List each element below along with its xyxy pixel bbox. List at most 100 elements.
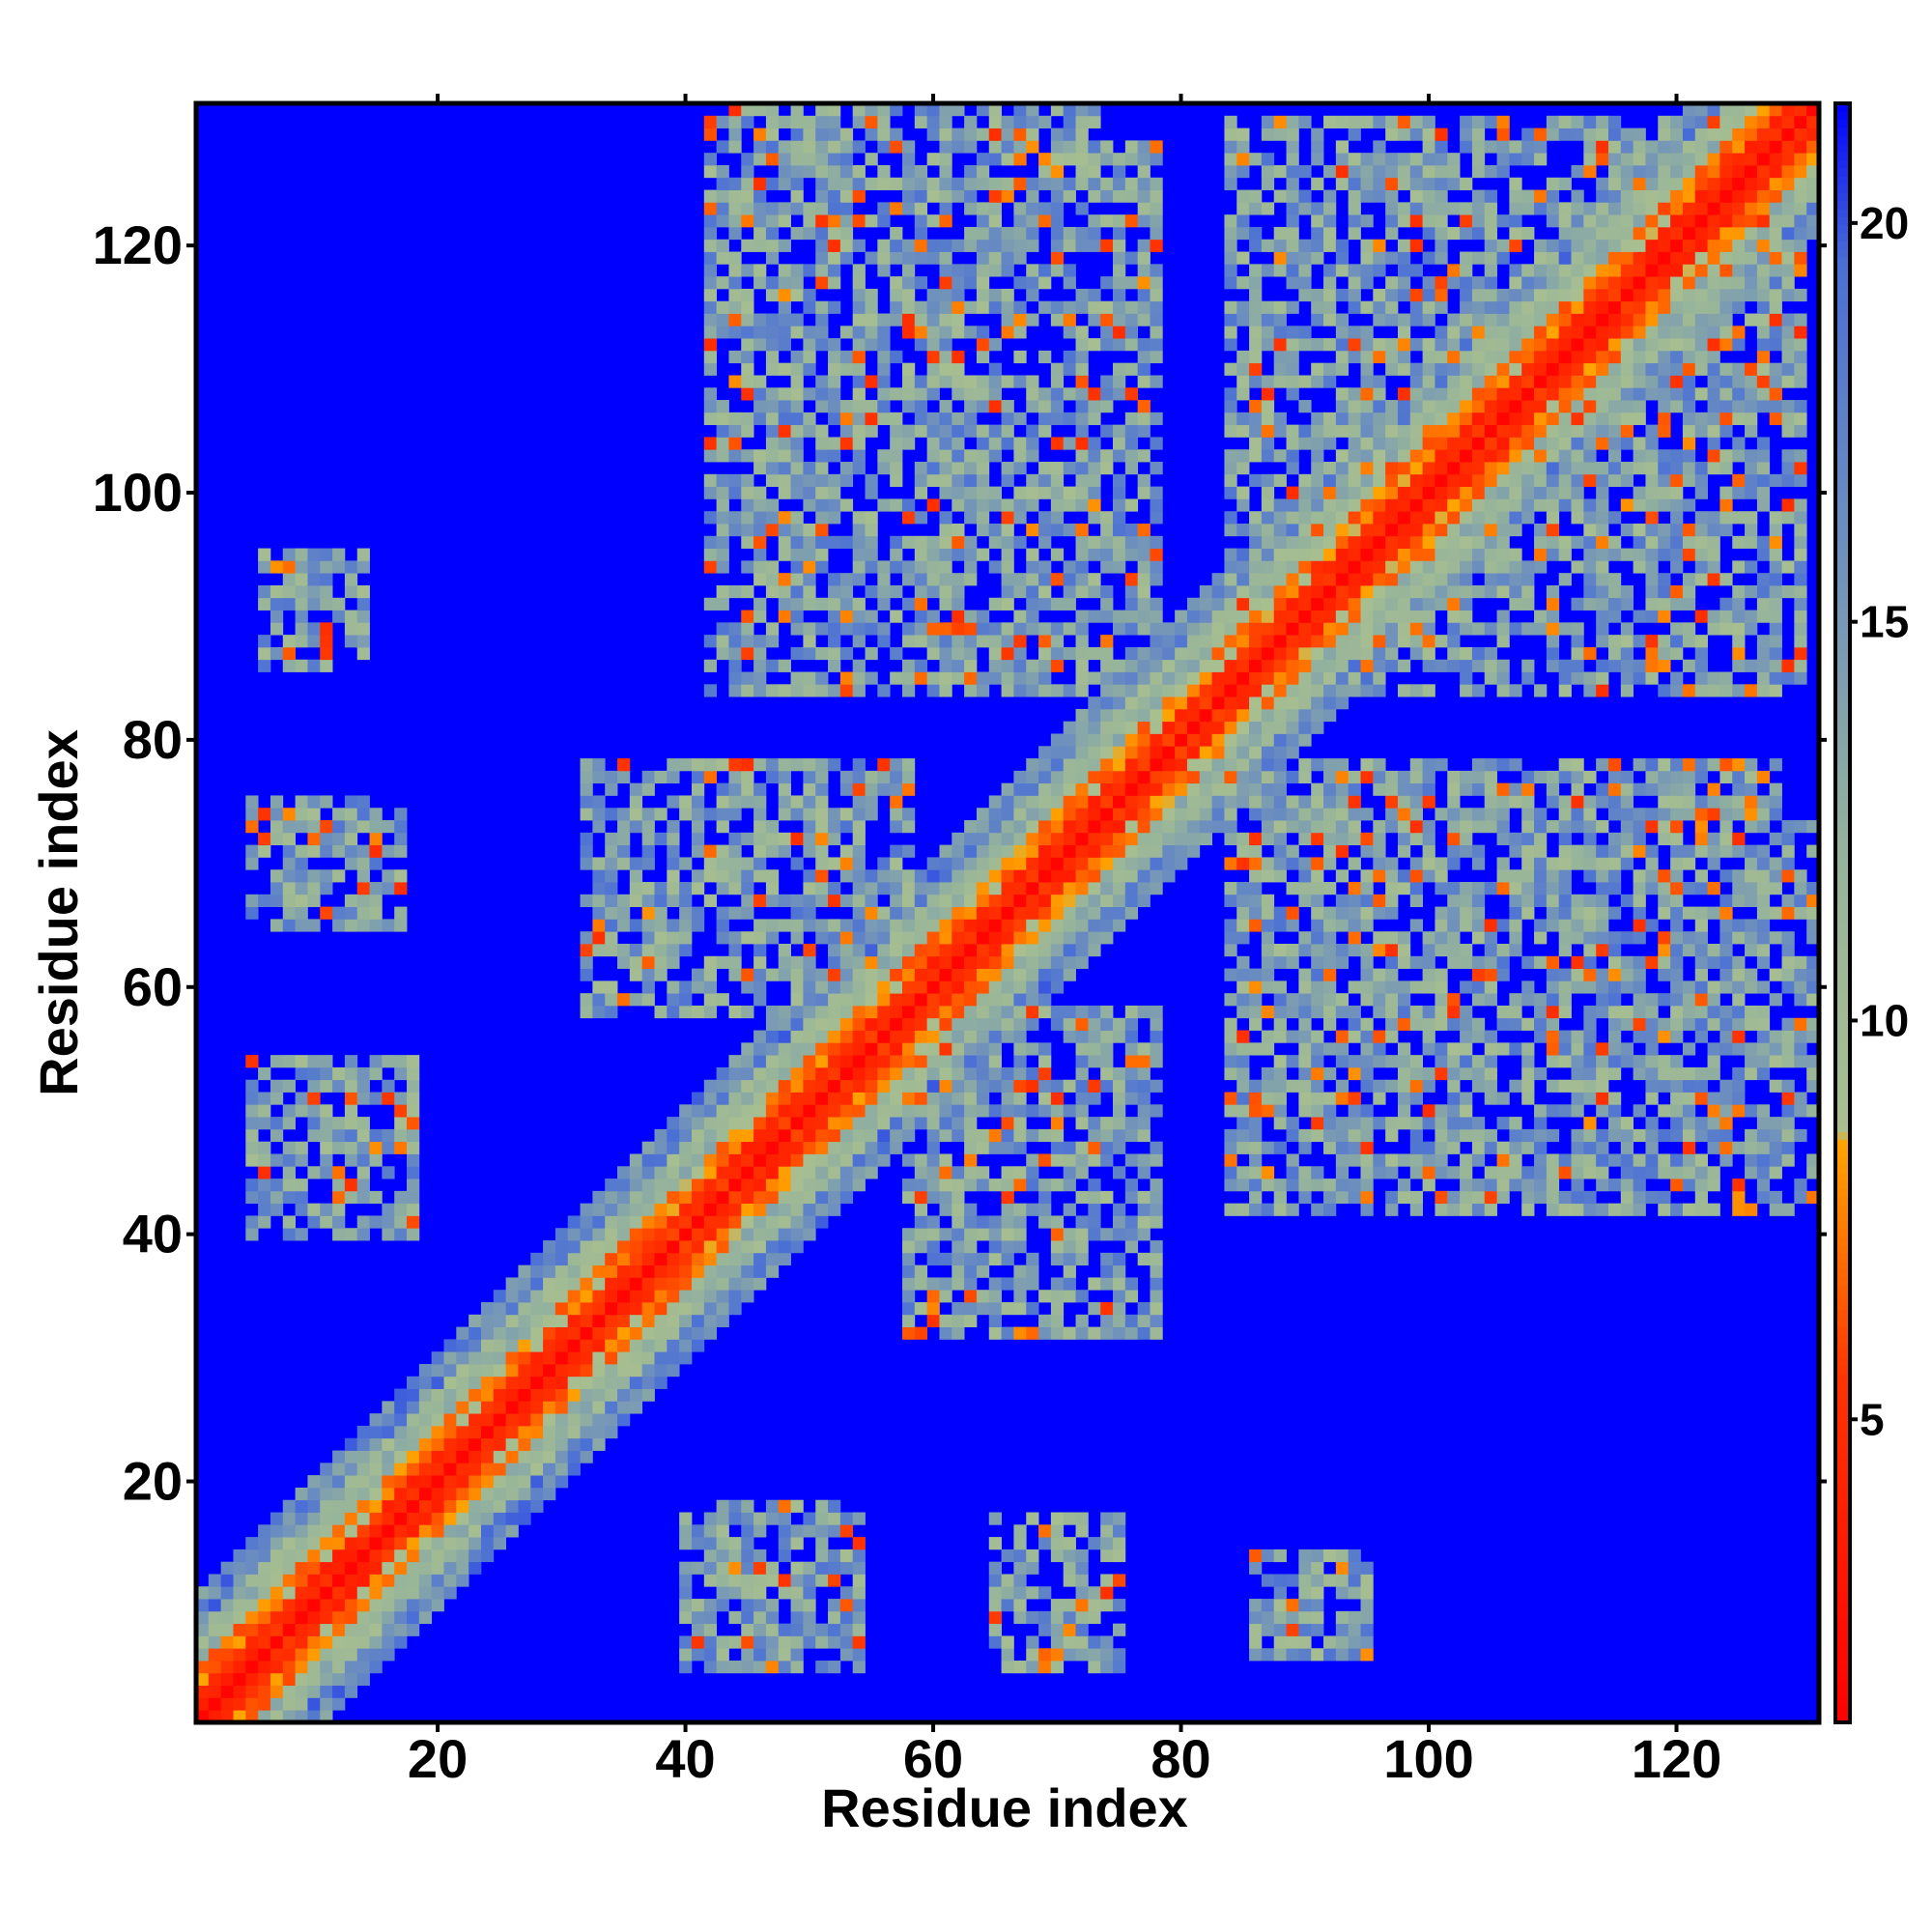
heatmap-cell bbox=[828, 919, 841, 932]
heatmap-cell bbox=[964, 128, 978, 141]
heatmap-cell bbox=[1286, 882, 1299, 895]
heatmap-cell bbox=[1261, 1141, 1275, 1154]
heatmap-cell bbox=[988, 424, 1002, 438]
heatmap-cell bbox=[667, 1166, 680, 1179]
heatmap-cell bbox=[307, 1586, 321, 1600]
heatmap-cell bbox=[580, 770, 593, 784]
heatmap-cell bbox=[1013, 1104, 1027, 1118]
heatmap-cell bbox=[716, 1290, 729, 1303]
heatmap-cell bbox=[1286, 1166, 1299, 1179]
heatmap-cell bbox=[1150, 844, 1163, 858]
heatmap-cell bbox=[1113, 1574, 1126, 1587]
heatmap-cell bbox=[1261, 153, 1275, 166]
heatmap-cell bbox=[1335, 140, 1350, 154]
heatmap-cell bbox=[926, 882, 940, 895]
heatmap-cell bbox=[778, 1648, 791, 1662]
heatmap-cell bbox=[1050, 486, 1065, 499]
heatmap-cell bbox=[1311, 1203, 1324, 1216]
heatmap-cell bbox=[1286, 1599, 1299, 1612]
heatmap-cell bbox=[976, 350, 990, 364]
heatmap-cell bbox=[667, 1314, 680, 1327]
heatmap-cell bbox=[518, 1302, 531, 1316]
heatmap-cell bbox=[901, 300, 916, 314]
heatmap-cell bbox=[1261, 473, 1275, 488]
heatmap-cell bbox=[753, 1512, 767, 1525]
heatmap-cell bbox=[1186, 770, 1201, 784]
heatmap-cell bbox=[815, 684, 829, 697]
heatmap-cell bbox=[1026, 1179, 1039, 1192]
heatmap-cell bbox=[877, 1017, 891, 1031]
heatmap-cell bbox=[617, 1264, 631, 1278]
heatmap-cell bbox=[1224, 993, 1237, 1007]
heatmap-cell bbox=[629, 808, 643, 821]
heatmap-cell bbox=[815, 894, 829, 907]
heatmap-cell bbox=[988, 671, 1002, 685]
heatmap-cell bbox=[382, 1537, 395, 1550]
heatmap-cell bbox=[382, 1166, 395, 1179]
heatmap-cell bbox=[382, 919, 395, 932]
heatmap-cell bbox=[703, 1512, 718, 1525]
heatmap-cell bbox=[493, 1463, 507, 1476]
heatmap-cell bbox=[1286, 449, 1299, 463]
heatmap-cell bbox=[1063, 362, 1076, 376]
heatmap-cell bbox=[976, 1017, 990, 1031]
heatmap-cell bbox=[654, 1179, 668, 1192]
heatmap-cell bbox=[443, 1463, 457, 1476]
heatmap-cell bbox=[1311, 1586, 1324, 1600]
heatmap-cell bbox=[344, 1661, 358, 1674]
heatmap-cell bbox=[1124, 1215, 1139, 1229]
heatmap-cell bbox=[988, 288, 1002, 302]
heatmap-cell bbox=[1150, 1302, 1163, 1316]
heatmap-cell bbox=[753, 894, 767, 907]
heatmap-cell bbox=[208, 1635, 222, 1649]
heatmap-cell bbox=[270, 1128, 284, 1143]
heatmap-cell bbox=[1236, 140, 1250, 154]
heatmap-cell bbox=[1150, 1215, 1163, 1229]
heatmap-cell bbox=[382, 1463, 395, 1476]
heatmap-cell bbox=[1113, 226, 1126, 241]
heatmap-cell bbox=[901, 968, 916, 981]
heatmap-cell bbox=[1137, 214, 1151, 228]
heatmap-cell bbox=[1075, 326, 1089, 339]
heatmap-cell bbox=[691, 1314, 705, 1327]
heatmap-cell bbox=[480, 1450, 495, 1463]
heatmap-cell bbox=[580, 1388, 593, 1402]
heatmap-cell bbox=[1150, 1290, 1163, 1303]
heatmap-cell bbox=[778, 1240, 791, 1254]
heatmap-cell bbox=[952, 1005, 965, 1019]
heatmap-cell bbox=[1150, 326, 1163, 339]
heatmap-cell bbox=[901, 1079, 916, 1093]
heatmap-cell bbox=[282, 1153, 296, 1167]
heatmap-cell bbox=[1001, 882, 1014, 895]
heatmap-cell bbox=[976, 844, 990, 858]
heatmap-cell bbox=[1298, 597, 1312, 611]
heatmap-cell bbox=[1137, 153, 1151, 166]
heatmap-cell bbox=[518, 1425, 531, 1439]
heatmap-cell bbox=[554, 1228, 569, 1241]
heatmap-cell bbox=[1013, 869, 1027, 883]
heatmap-cell bbox=[939, 560, 952, 574]
heatmap-cell bbox=[803, 906, 816, 920]
heatmap-cell bbox=[803, 622, 816, 636]
heatmap-cell bbox=[1211, 820, 1225, 834]
heatmap-cell bbox=[344, 1437, 358, 1451]
heatmap-cell bbox=[703, 387, 718, 401]
heatmap-cell bbox=[1311, 202, 1324, 215]
heatmap-cell bbox=[1113, 1092, 1126, 1105]
heatmap-cell bbox=[790, 1017, 804, 1031]
heatmap-cell bbox=[865, 1042, 878, 1056]
heatmap-cell bbox=[988, 1326, 1002, 1340]
heatmap-cell bbox=[1261, 943, 1275, 957]
heatmap-cell bbox=[1150, 1264, 1163, 1278]
heatmap-cell bbox=[1323, 189, 1337, 203]
heatmap-cell bbox=[1150, 733, 1163, 747]
heatmap-cell bbox=[1273, 943, 1287, 957]
heatmap-cell bbox=[382, 1203, 395, 1216]
heatmap-cell bbox=[320, 844, 333, 858]
heatmap-cell bbox=[728, 1290, 742, 1303]
heatmap-cell bbox=[803, 1153, 816, 1167]
heatmap-cell bbox=[629, 782, 643, 796]
heatmap-cell bbox=[1137, 1326, 1151, 1340]
heatmap-cell bbox=[964, 498, 978, 512]
heatmap-cell bbox=[1075, 931, 1089, 945]
